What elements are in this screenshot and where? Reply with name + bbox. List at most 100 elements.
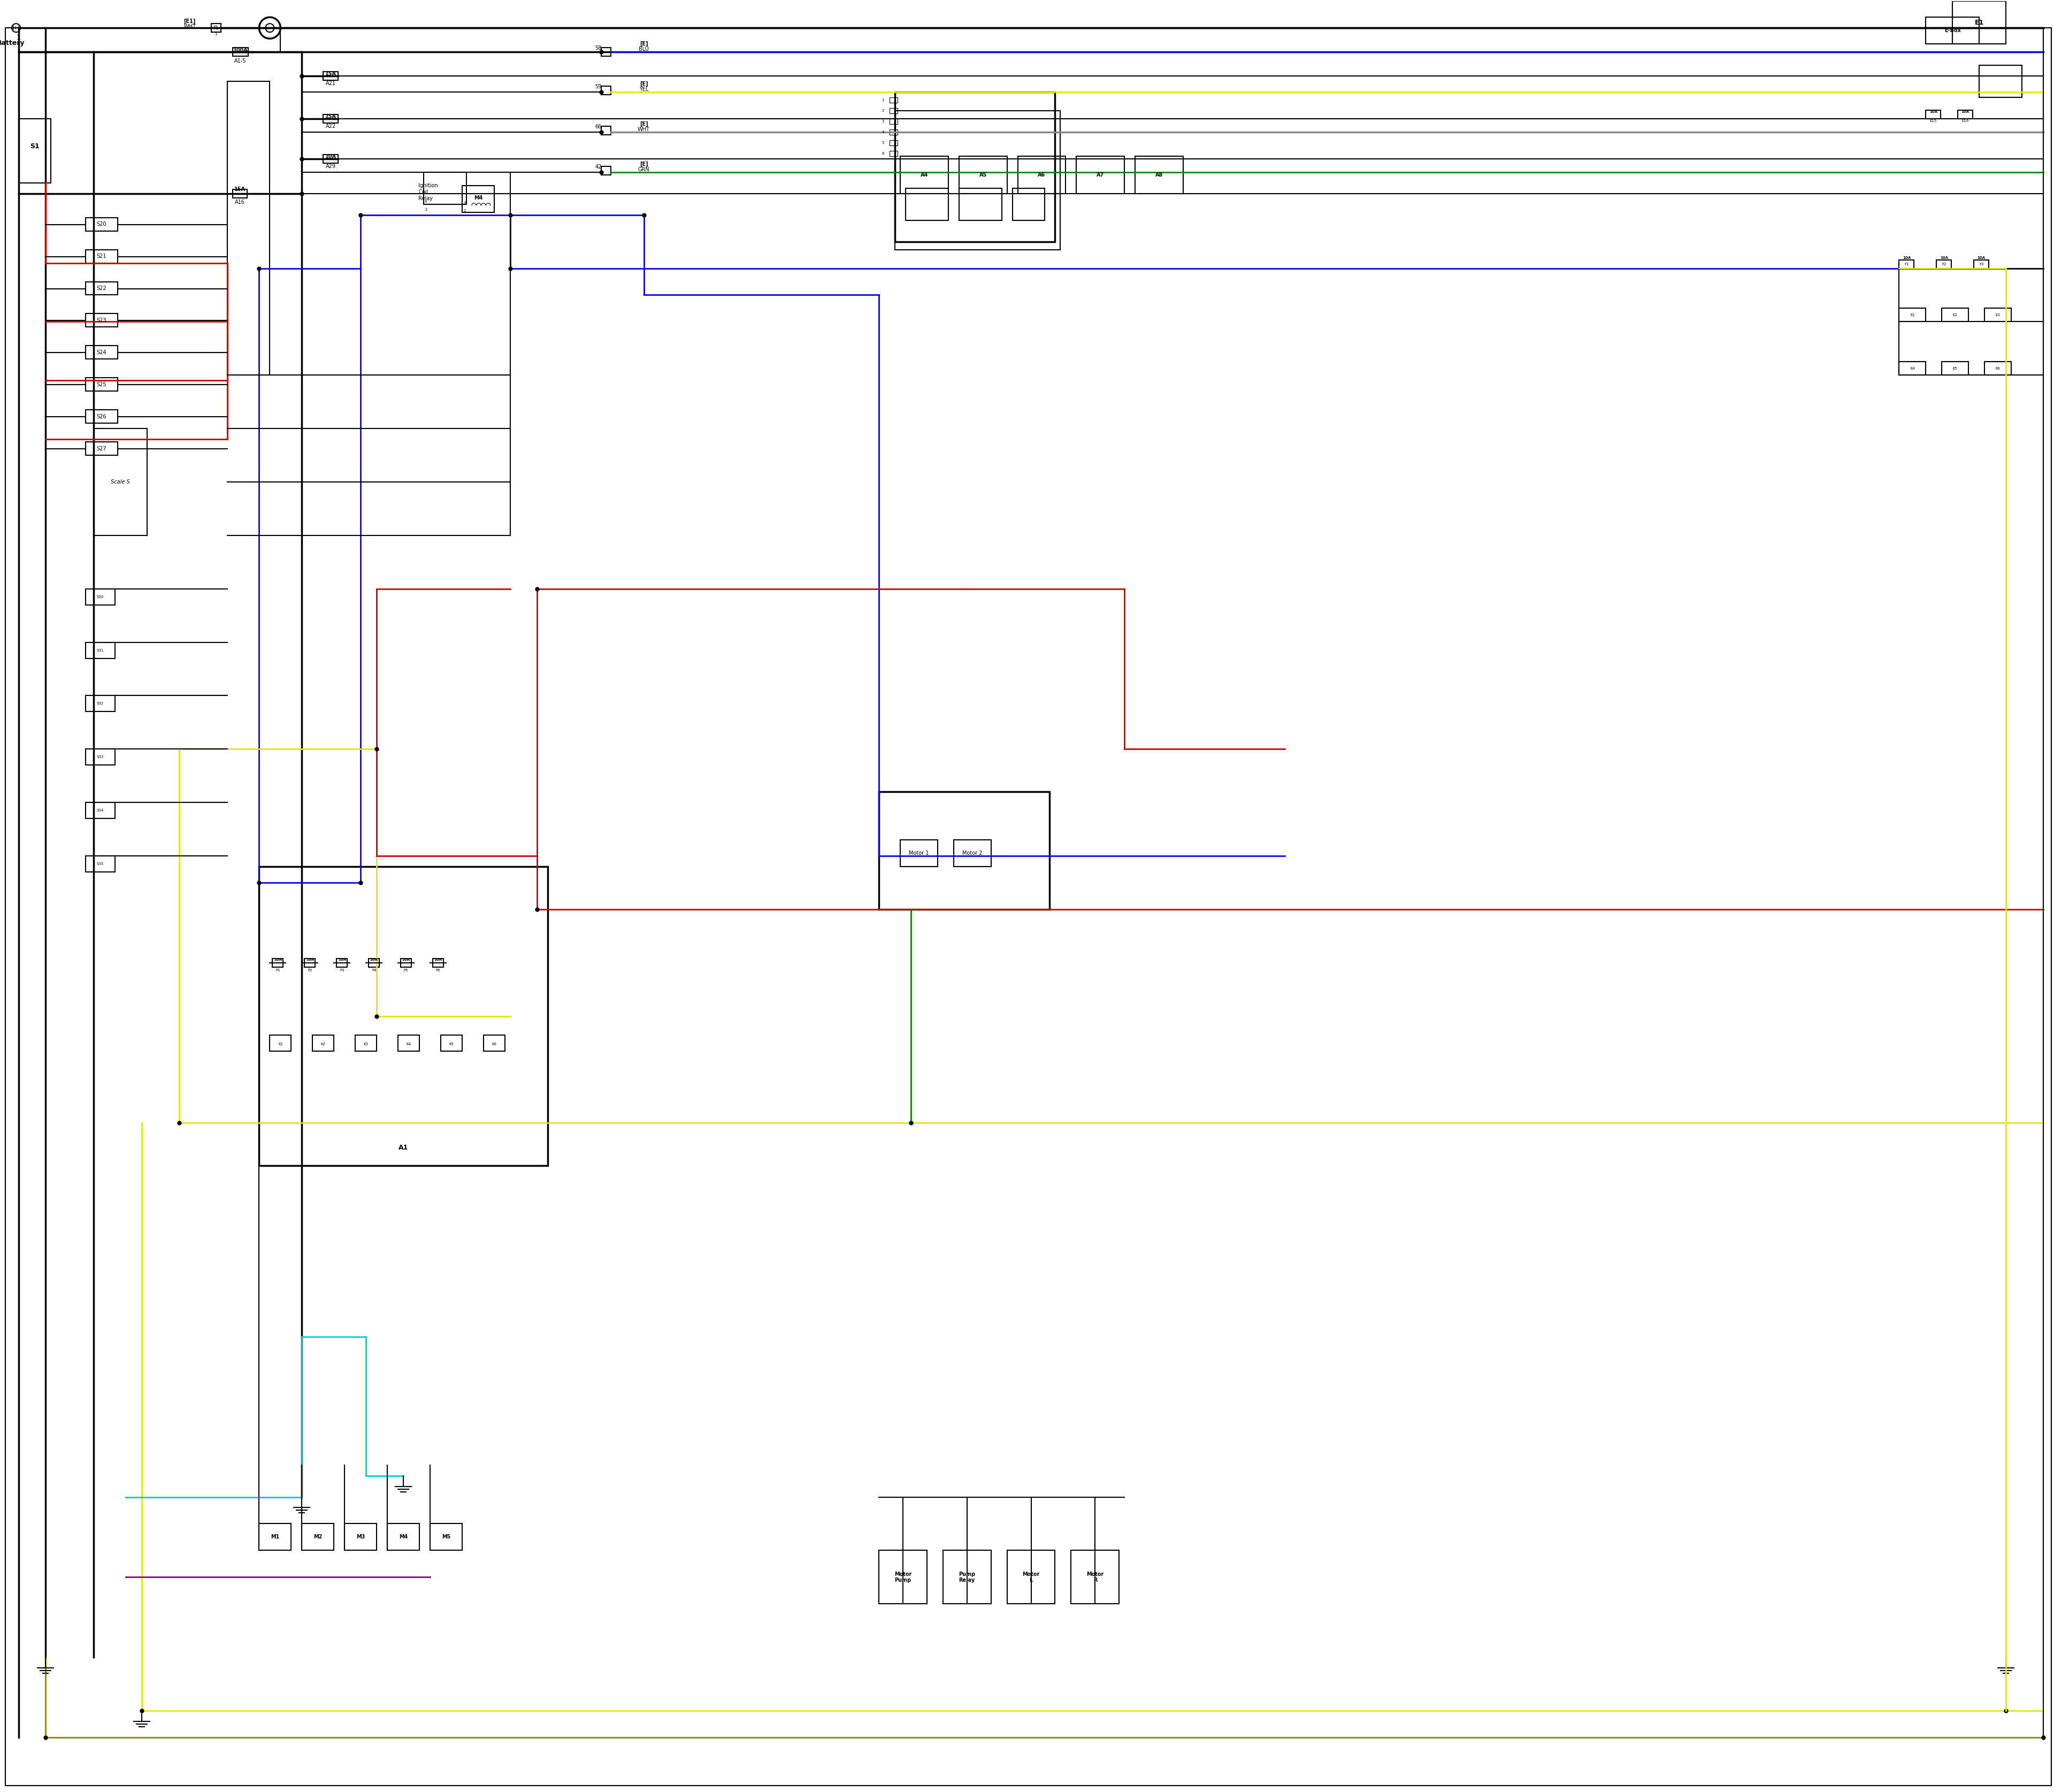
Text: Pump
Relay: Pump Relay: [959, 1572, 976, 1582]
Bar: [1076, 156, 1124, 194]
Bar: [896, 111, 1060, 249]
Text: S27: S27: [97, 446, 107, 452]
Bar: [401, 959, 411, 968]
Bar: [86, 378, 117, 391]
Text: S22: S22: [97, 285, 107, 290]
Text: Motor 1: Motor 1: [908, 851, 928, 857]
Text: F2: F2: [1941, 262, 1947, 265]
Bar: [602, 86, 610, 95]
Text: 15A: 15A: [325, 72, 337, 77]
Text: K3: K3: [364, 1043, 368, 1045]
Bar: [1927, 109, 1941, 118]
Bar: [302, 1523, 335, 1550]
Text: S21: S21: [97, 254, 107, 260]
Text: 59: 59: [596, 84, 602, 90]
Bar: [94, 428, 148, 536]
Bar: [212, 23, 220, 32]
Bar: [1980, 65, 2021, 97]
Bar: [259, 867, 548, 1167]
Bar: [355, 1036, 376, 1050]
Text: A7: A7: [1097, 172, 1105, 177]
Text: 10A: 10A: [1929, 109, 1937, 113]
Bar: [900, 156, 949, 194]
Bar: [943, 1550, 990, 1604]
Text: P2: P2: [308, 969, 312, 971]
Text: 4: 4: [425, 201, 427, 202]
Text: F3: F3: [1980, 262, 1984, 265]
Text: M3: M3: [355, 1534, 366, 1539]
Text: BLU: BLU: [639, 47, 649, 52]
Bar: [1017, 156, 1066, 194]
Text: A22: A22: [327, 124, 337, 129]
Bar: [86, 590, 115, 606]
Bar: [86, 314, 117, 328]
Bar: [86, 443, 117, 455]
Bar: [959, 188, 1002, 220]
Bar: [1984, 362, 2011, 375]
Text: 2: 2: [881, 109, 883, 113]
Bar: [1941, 362, 1968, 375]
Bar: [232, 190, 246, 197]
Text: 10A: 10A: [339, 959, 345, 961]
Text: 1: 1: [16, 34, 21, 41]
Text: A6: A6: [1037, 172, 1045, 177]
Bar: [232, 48, 249, 56]
Bar: [312, 1036, 335, 1050]
Text: 42: 42: [596, 165, 602, 170]
Text: [E]: [E]: [639, 81, 647, 86]
Text: Motor
L: Motor L: [1023, 1572, 1039, 1582]
Bar: [86, 803, 115, 819]
Bar: [86, 217, 117, 231]
Bar: [345, 1523, 376, 1550]
Text: S23: S23: [97, 317, 107, 323]
Bar: [1974, 260, 1988, 269]
Bar: [1927, 18, 1980, 45]
Bar: [602, 167, 610, 176]
Text: M5: M5: [442, 1534, 450, 1539]
Text: E5: E5: [1953, 367, 1957, 371]
Bar: [86, 857, 115, 873]
Text: S35: S35: [97, 862, 103, 866]
Bar: [462, 186, 495, 211]
Text: P4: P4: [372, 969, 376, 971]
Text: 58: 58: [596, 45, 602, 50]
Text: S33: S33: [97, 756, 103, 758]
Text: E4: E4: [1910, 367, 1914, 371]
Bar: [602, 125, 610, 134]
Text: E2: E2: [1953, 314, 1957, 317]
Bar: [879, 792, 1050, 909]
Bar: [368, 959, 380, 968]
Text: T1: T1: [214, 25, 218, 30]
Bar: [337, 959, 347, 968]
Bar: [269, 1036, 292, 1050]
Text: A1: A1: [398, 1145, 409, 1150]
Bar: [86, 410, 117, 423]
Text: S30: S30: [97, 595, 103, 599]
Text: F1: F1: [1904, 262, 1908, 265]
Bar: [602, 48, 610, 56]
Text: A8: A8: [1156, 172, 1163, 177]
Bar: [398, 1036, 419, 1050]
Text: A4: A4: [920, 172, 928, 177]
Bar: [86, 695, 115, 711]
Bar: [953, 840, 990, 867]
Bar: [900, 840, 937, 867]
Text: Relay: Relay: [419, 195, 433, 201]
Text: YEL: YEL: [639, 86, 649, 91]
Text: M4: M4: [474, 195, 483, 201]
Bar: [1941, 308, 1968, 323]
Text: 3: 3: [881, 120, 883, 124]
Text: E1: E1: [1974, 20, 1984, 27]
Text: 1: 1: [464, 210, 466, 211]
Bar: [18, 118, 51, 183]
Bar: [1957, 109, 1972, 118]
Text: A21: A21: [327, 81, 335, 86]
Text: A1-5: A1-5: [234, 59, 246, 65]
Bar: [1984, 308, 2011, 323]
Text: A16: A16: [234, 199, 244, 204]
Text: K1: K1: [277, 1043, 283, 1045]
Text: 10A: 10A: [1939, 256, 1947, 260]
Text: E-Box: E-Box: [1945, 29, 1962, 34]
Text: Ignition: Ignition: [419, 183, 438, 188]
Bar: [86, 249, 117, 263]
